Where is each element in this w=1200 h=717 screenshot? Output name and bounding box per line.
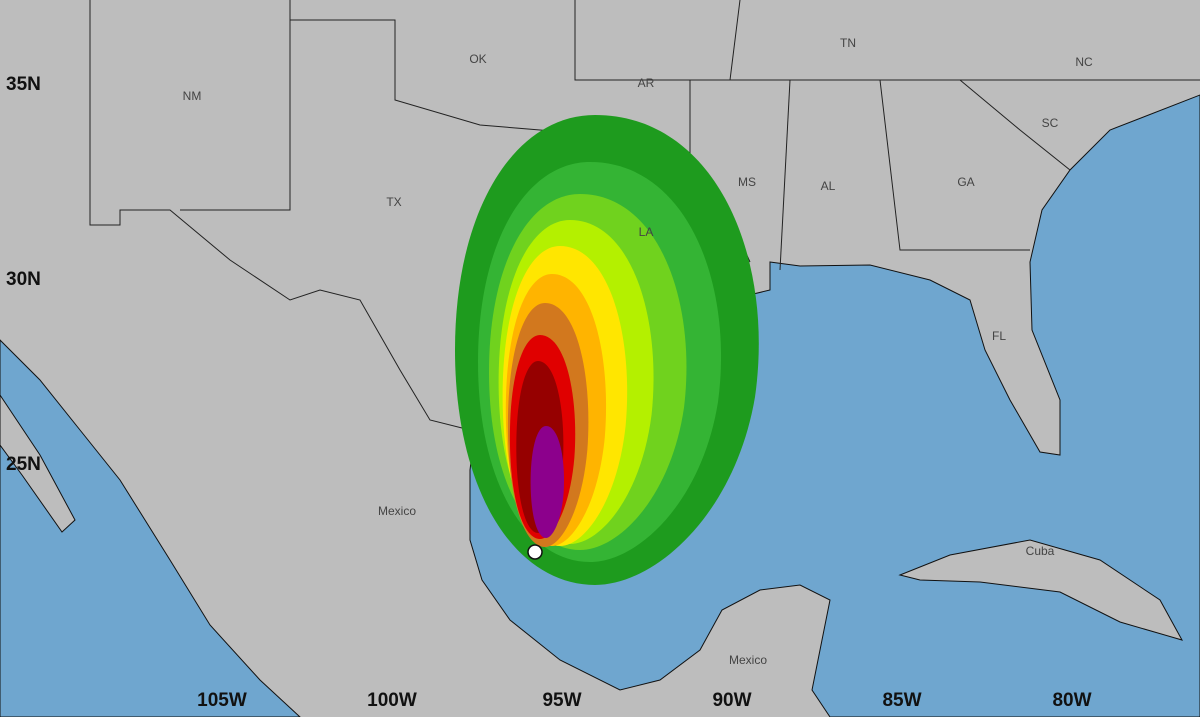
place-label: AL — [821, 179, 836, 193]
ocean — [0, 339, 301, 717]
rain-band — [530, 426, 565, 538]
place-label: Mexico — [378, 504, 416, 518]
place-label: SC — [1042, 116, 1059, 130]
latitude-label: 35N — [6, 74, 41, 95]
place-label: TX — [386, 195, 401, 209]
place-label: TN — [840, 36, 856, 50]
latitude-label: 30N — [6, 269, 41, 290]
place-label: MS — [738, 175, 756, 189]
longitude-label: 90W — [712, 690, 751, 711]
place-label: OK — [469, 52, 486, 66]
longitude-label: 80W — [1052, 690, 1091, 711]
place-label: GA — [957, 175, 974, 189]
longitude-label: 105W — [197, 690, 247, 711]
latitude-label: 25N — [6, 454, 41, 475]
longitude-label: 100W — [367, 690, 417, 711]
storm-center — [527, 544, 543, 560]
longitude-label: 95W — [542, 690, 581, 711]
place-label: Mexico — [729, 653, 767, 667]
place-label: LA — [639, 225, 654, 239]
place-label: NC — [1075, 55, 1093, 69]
place-label: NM — [183, 89, 202, 103]
baja — [0, 394, 76, 533]
place-label: AR — [638, 76, 655, 90]
cuba — [898, 539, 1184, 641]
longitude-label: 85W — [882, 690, 921, 711]
rainfall-swath — [455, 115, 759, 586]
place-label: Cuba — [1026, 544, 1055, 558]
place-label: FL — [992, 329, 1006, 343]
